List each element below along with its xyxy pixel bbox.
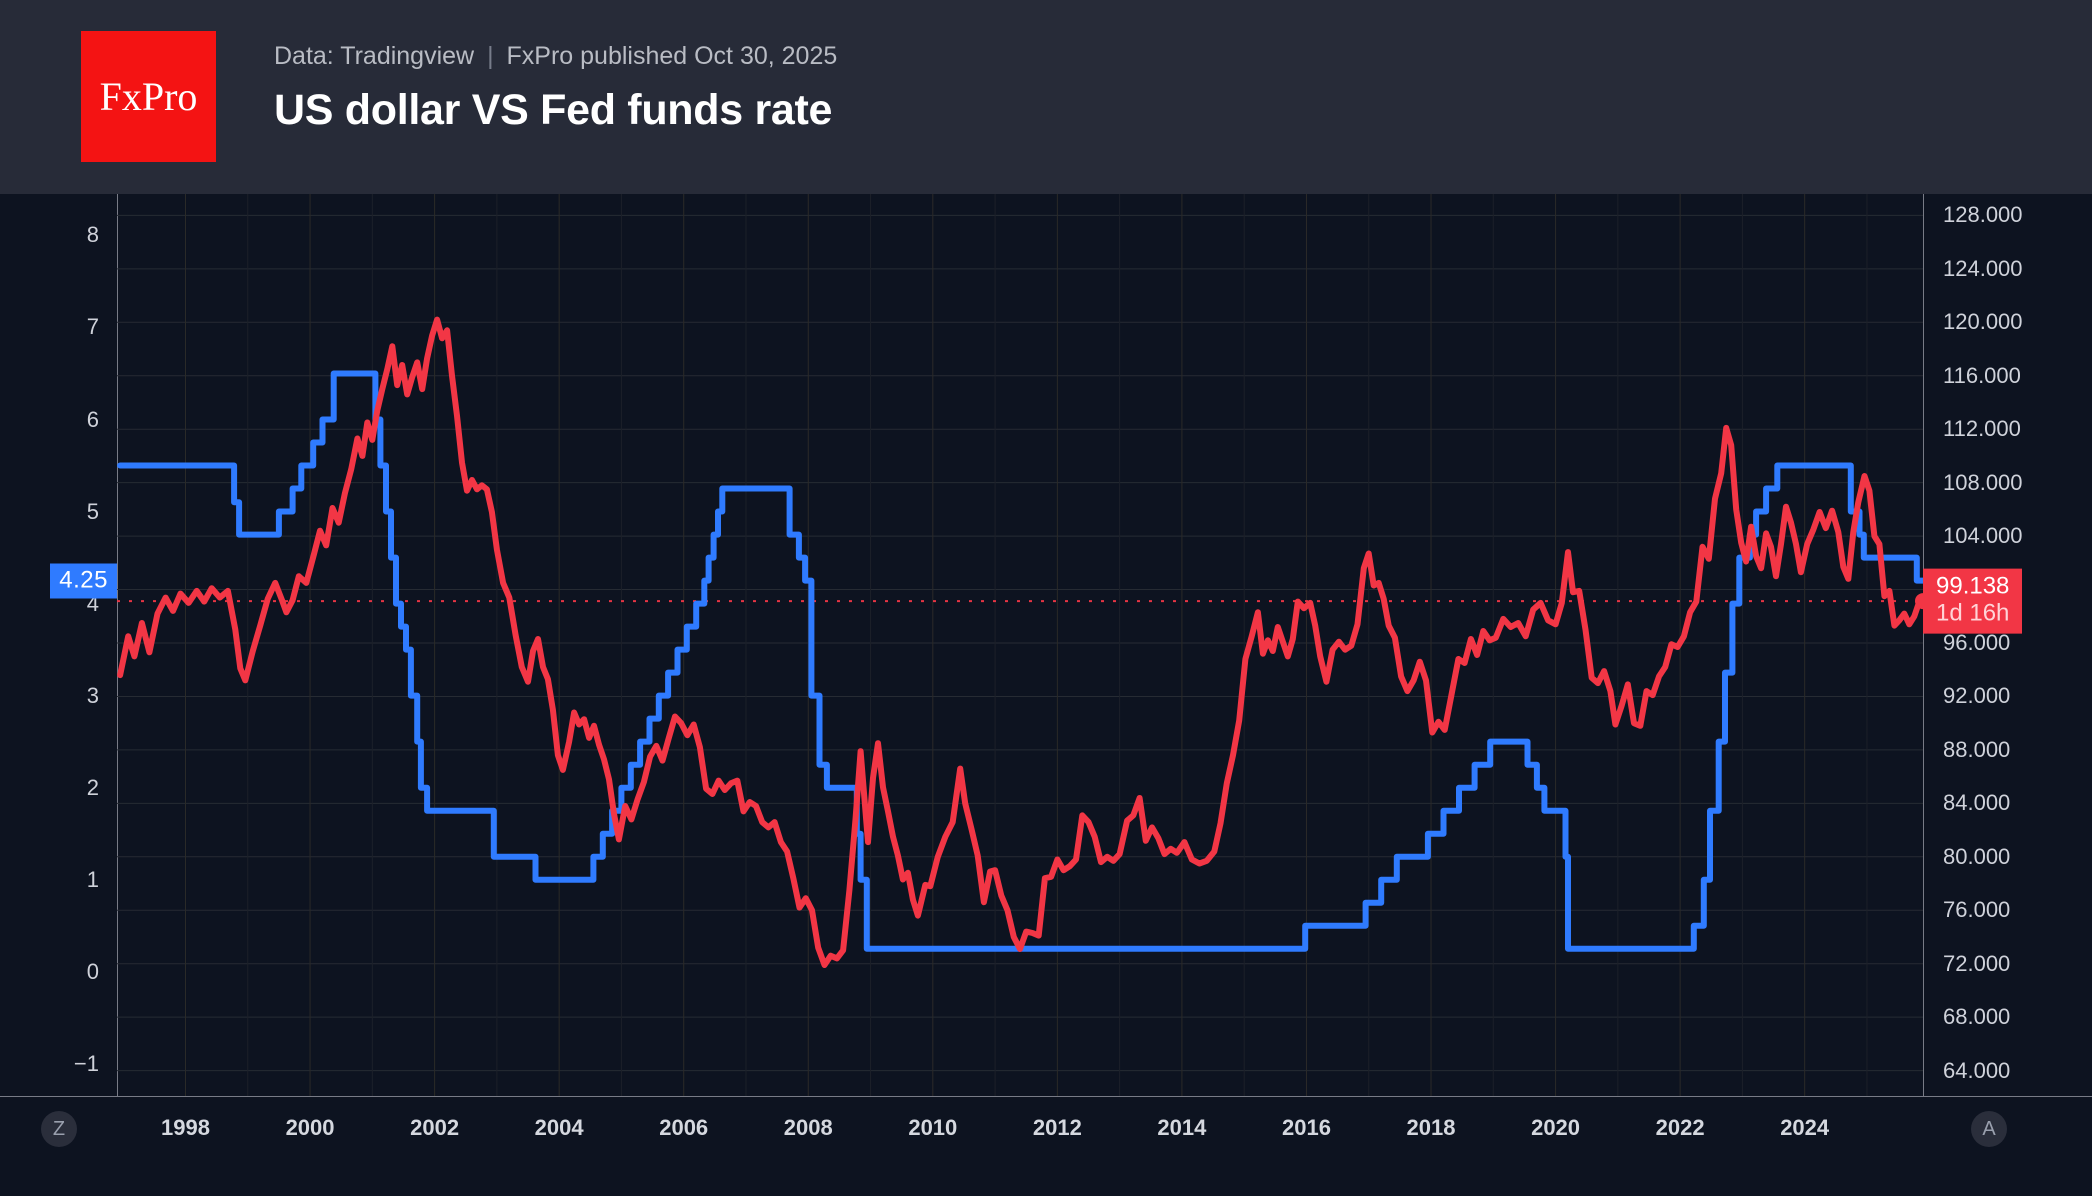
time-axis-tick-label: 2002 (410, 1115, 460, 1140)
right-axis-tick-label: 104.000 (1943, 523, 2023, 549)
header-text-block: Data: Tradingview | FxPro published Oct … (274, 40, 837, 135)
right-axis-tick-label: 80.000 (1943, 843, 2011, 869)
series-svg (117, 194, 1923, 1096)
time-axis-tick-label: 2020 (1531, 1115, 1581, 1140)
right-scale-divider (1923, 194, 1924, 1096)
right-axis-tick-label: 124.000 (1943, 255, 2023, 281)
right-axis-tick-label: 120.000 (1943, 309, 2023, 335)
right-axis-tick-label: 88.000 (1943, 736, 2011, 762)
right-axis-tick-label: 72.000 (1943, 950, 2011, 976)
chart-header: FxPro Data: Tradingview | FxPro publishe… (0, 0, 2092, 194)
right-price-scale[interactable]: 128.000 124.000 120.000 116.000 112.000 108.0… (1923, 194, 2092, 1096)
left-axis-tick-label: 8 (86, 222, 99, 248)
right-axis-tick-label: 112.000 (1943, 416, 2021, 442)
time-axis-tick-label: 2022 (1655, 1115, 1705, 1140)
right-axis-tick-label: 64.000 (1943, 1057, 2011, 1083)
time-axis-tick-label: 2010 (908, 1115, 958, 1140)
right-axis-tick-label: 76.000 (1943, 897, 2011, 923)
data-source-label: Data: Tradingview (274, 42, 475, 70)
time-axis-tick-label: 2000 (285, 1115, 335, 1140)
left-axis-tick-label: 5 (86, 498, 99, 524)
current-price-value: 99.138 (1936, 572, 2010, 600)
left-scale-divider (117, 194, 118, 1096)
left-axis-tick-label: 6 (86, 406, 99, 432)
time-axis-divider (0, 1096, 2092, 1097)
time-axis-tick-label: 1998 (161, 1115, 210, 1140)
time-axis-tick-label: 2014 (1157, 1115, 1207, 1140)
time-axis-tick-label: 2004 (534, 1115, 584, 1140)
left-axis-tick-label: 0 (86, 958, 99, 984)
fxpro-logo: FxPro (81, 31, 216, 162)
left-axis-tick-label: −1 (73, 1050, 99, 1076)
right-current-price-badge[interactable]: 99.138 1d 16h (1923, 568, 2023, 634)
series-line-fed-funds-rate (117, 370, 1923, 952)
left-axis-tick-label: 1 (86, 866, 99, 892)
left-axis-tick-label: 7 (86, 314, 99, 340)
right-axis-tick-label: 116.000 (1943, 362, 2021, 388)
subtitle-separator: | (487, 42, 494, 70)
reset-zoom-button[interactable]: Z (41, 1111, 77, 1147)
left-current-rate-badge[interactable]: 4.25 (50, 563, 117, 599)
right-axis-tick-label: 96.000 (1943, 629, 2011, 655)
left-axis-tick-label: 3 (86, 682, 99, 708)
left-axis-tick-label: 2 (86, 774, 99, 800)
header-subtitle: Data: Tradingview | FxPro published Oct … (274, 40, 837, 74)
right-axis-tick-label: 128.000 (1943, 202, 2023, 228)
bar-countdown: 1d 16h (1936, 599, 2010, 627)
publisher-label: FxPro published Oct 30, 2025 (506, 42, 838, 70)
right-axis-tick-label: 92.000 (1943, 683, 2011, 709)
page-title: US dollar VS Fed funds rate (274, 85, 833, 134)
auto-scale-button[interactable]: A (1971, 1111, 2007, 1147)
left-price-scale[interactable]: 8 7 6 5 4 3 2 1 0 −1 4.25 (0, 194, 117, 1096)
time-axis[interactable]: Z A 1998 2000 2002 2004 2006 2008 2010 2012 2014… (0, 1097, 2092, 1196)
right-axis-tick-label: 68.000 (1943, 1004, 2011, 1030)
time-axis-tick-label: 2012 (1032, 1115, 1082, 1140)
fxpro-logo-text: FxPro (99, 74, 198, 119)
right-axis-tick-label: 84.000 (1943, 790, 2011, 816)
right-axis-tick-label: 108.000 (1943, 469, 2023, 495)
time-axis-tick-label: 2016 (1281, 1115, 1331, 1140)
time-axis-tick-label: 2018 (1406, 1115, 1456, 1140)
time-axis-tick-label: 2006 (659, 1115, 709, 1140)
series-line-us-dollar-index-dxy- (117, 316, 1923, 968)
time-axis-tick-label: 2024 (1780, 1115, 1830, 1140)
chart-area[interactable]: 8 7 6 5 4 3 2 1 0 −1 4.25 128.000 124.000 120.000 116… (0, 194, 2092, 1196)
last-price-marker (1915, 593, 1923, 610)
plot-canvas[interactable] (117, 194, 1923, 1096)
time-axis-tick-label: 2008 (783, 1115, 833, 1140)
